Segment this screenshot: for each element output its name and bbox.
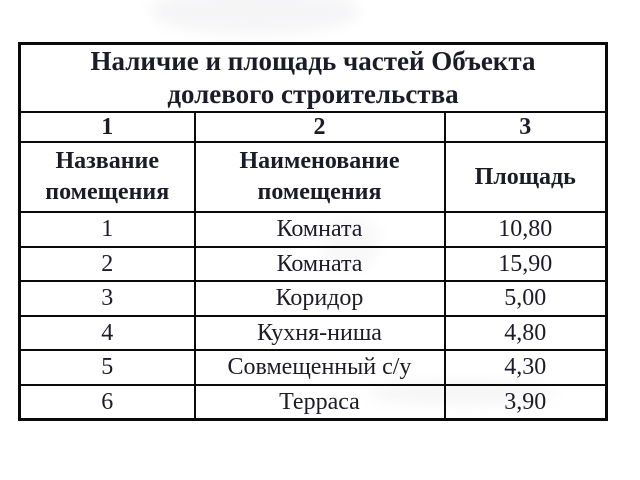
room-name-cell: Коридор bbox=[193, 280, 446, 317]
room-name-cell: Совмещенный с/у bbox=[193, 349, 446, 386]
header-row: Название помещения Наименование помещени… bbox=[18, 141, 608, 213]
header-room-name: Наименование помещения bbox=[193, 141, 446, 213]
table-row: 3 Коридор 5,00 bbox=[18, 280, 608, 317]
row-number-cell: 5 bbox=[18, 349, 196, 386]
watermark-artifact bbox=[150, 0, 360, 34]
row-number-cell: 4 bbox=[18, 314, 196, 351]
row-number-cell: 2 bbox=[18, 245, 196, 282]
area-table: Наличие и площадь частей Объекта долевог… bbox=[18, 42, 608, 421]
area-value-cell: 5,00 bbox=[443, 280, 608, 317]
table-row: 5 Совмещенный с/у 4,30 bbox=[18, 349, 608, 386]
room-name-cell: Комната bbox=[193, 245, 446, 282]
table-row: 4 Кухня-ниша 4,80 bbox=[18, 314, 608, 351]
table-title: Наличие и площадь частей Объекта долевог… bbox=[90, 46, 536, 109]
column-number-row: 1 2 3 bbox=[18, 111, 608, 143]
room-name-cell: Комната bbox=[193, 211, 446, 248]
row-number-cell: 1 bbox=[18, 211, 196, 248]
table-title-cell: Наличие и площадь частей Объекта долевог… bbox=[18, 42, 608, 113]
area-value-cell: 4,30 bbox=[443, 349, 608, 386]
table-title-row: Наличие и площадь частей Объекта долевог… bbox=[18, 42, 608, 113]
column-number-2: 2 bbox=[193, 111, 446, 143]
column-number-1: 1 bbox=[18, 111, 196, 143]
table-row: 1 Комната 10,80 bbox=[18, 211, 608, 248]
area-value-cell: 15,90 bbox=[443, 245, 608, 282]
table-row: 6 Терраса 3,90 bbox=[18, 383, 608, 421]
header-area: Площадь bbox=[443, 141, 608, 213]
room-name-cell: Кухня-ниша bbox=[193, 314, 446, 351]
room-name-cell: Терраса bbox=[193, 383, 446, 421]
column-number-3: 3 bbox=[443, 111, 608, 143]
table-row: 2 Комната 15,90 bbox=[18, 245, 608, 282]
area-value-cell: 4,80 bbox=[443, 314, 608, 351]
area-value-cell: 3,90 bbox=[443, 383, 608, 421]
area-value-cell: 10,80 bbox=[443, 211, 608, 248]
row-number-cell: 3 bbox=[18, 280, 196, 317]
row-number-cell: 6 bbox=[18, 383, 196, 421]
header-room-number: Название помещения bbox=[18, 141, 196, 213]
